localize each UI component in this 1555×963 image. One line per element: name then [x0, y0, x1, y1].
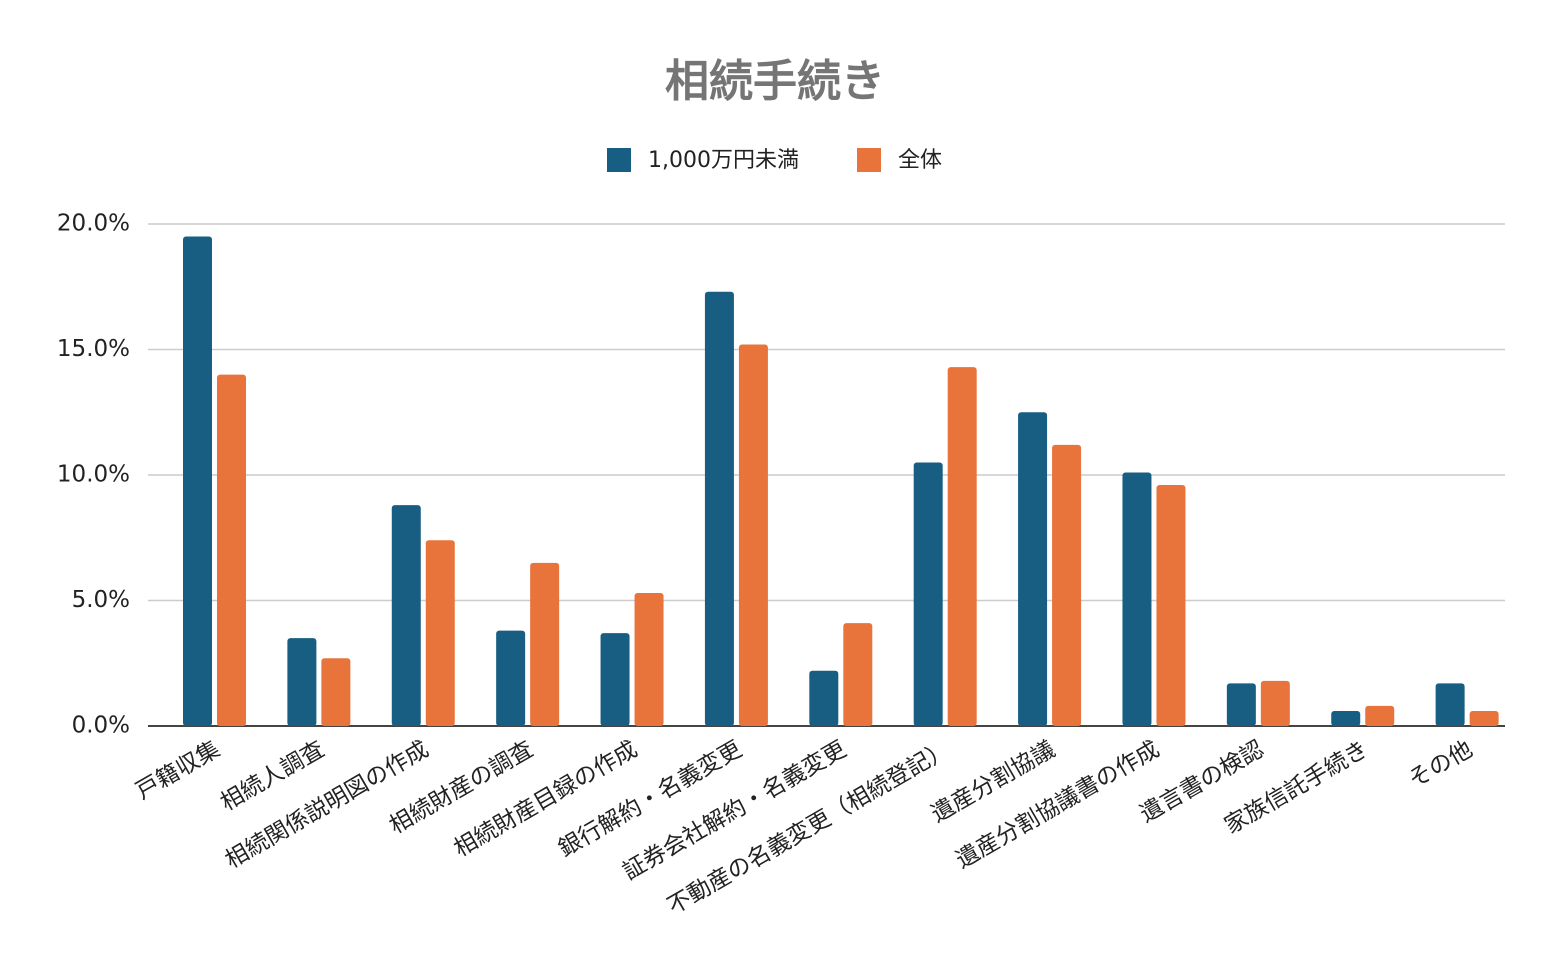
bar	[809, 670, 839, 726]
bar	[1331, 710, 1361, 726]
bar	[1469, 710, 1499, 726]
legend-label: 1,000万円未満	[648, 148, 799, 173]
bar	[704, 291, 734, 726]
y-tick-label: 10.0%	[57, 462, 130, 488]
x-tick-label: 戸籍収集	[132, 736, 225, 805]
y-tick-label: 5.0%	[72, 587, 130, 613]
bar	[287, 638, 317, 726]
bar	[600, 633, 630, 726]
y-tick-label: 0.0%	[72, 713, 130, 739]
x-tick-label: 銀行解約・名義変更	[554, 736, 746, 862]
bar	[321, 658, 351, 726]
bar	[1122, 472, 1152, 726]
bar	[391, 505, 421, 726]
y-tick-label: 15.0%	[57, 336, 130, 362]
bar	[634, 592, 664, 726]
chart-title: 相続手続き	[665, 56, 885, 107]
bar	[1435, 683, 1465, 726]
bar	[1226, 683, 1256, 726]
bar	[496, 630, 526, 726]
y-tick-label: 20.0%	[57, 211, 130, 237]
legend-label: 全体	[898, 148, 942, 173]
legend-swatch	[857, 148, 881, 172]
legend-swatch	[607, 148, 631, 172]
x-tick-label: その他	[1404, 736, 1477, 793]
bar	[1260, 680, 1290, 726]
bar	[738, 344, 768, 726]
bar	[217, 374, 246, 726]
x-tick-label: 相続財産目録の作成	[450, 736, 642, 862]
bar	[913, 462, 943, 726]
bar	[1365, 705, 1395, 726]
bar	[1018, 412, 1048, 726]
bar	[843, 623, 873, 726]
bar	[1156, 485, 1186, 726]
bar	[425, 540, 455, 726]
bar	[183, 236, 212, 727]
bar	[530, 562, 560, 726]
bar	[947, 367, 977, 726]
bar	[1052, 444, 1082, 726]
